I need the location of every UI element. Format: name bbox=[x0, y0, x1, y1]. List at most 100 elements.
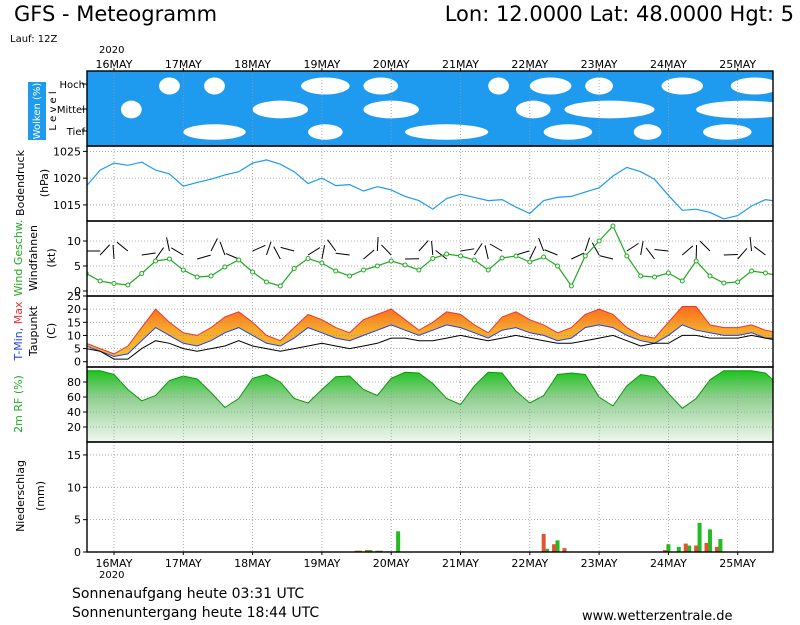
wind-barb bbox=[155, 247, 165, 260]
day-label-top: 16MAY bbox=[96, 58, 133, 71]
wind-speed-point bbox=[222, 264, 228, 270]
wind-barb bbox=[141, 252, 156, 256]
press-ytick-label: 1020 bbox=[53, 172, 81, 185]
wind-speed-point bbox=[277, 283, 283, 289]
wind-barb bbox=[225, 253, 239, 260]
day-label-top: 19MAY bbox=[303, 58, 340, 71]
wind-barb bbox=[737, 248, 748, 260]
cloud-clear-patch bbox=[183, 124, 246, 140]
wind-speed-point bbox=[444, 251, 450, 257]
wind-speed-point bbox=[305, 256, 311, 261]
wind-speed-point bbox=[250, 269, 256, 275]
wind-speed-point bbox=[513, 253, 519, 259]
rh-ytick-label: 40 bbox=[67, 406, 81, 419]
wind-ytick-label: 0 bbox=[74, 285, 81, 298]
precip-bar bbox=[368, 550, 373, 552]
wind-speed-point bbox=[735, 279, 741, 285]
day-label-bottom: 16MAY bbox=[96, 557, 133, 570]
cloud-clear-patch bbox=[363, 100, 419, 119]
wind-barb bbox=[166, 237, 170, 252]
wind-speed-point bbox=[360, 267, 366, 273]
wind-barb bbox=[793, 239, 800, 251]
wind-barb bbox=[645, 247, 655, 260]
day-label-bottom: 17MAY bbox=[165, 557, 202, 570]
wind-barb bbox=[273, 246, 281, 260]
wind-speed-point bbox=[707, 273, 713, 279]
day-label-bottom: 21MAY bbox=[442, 557, 479, 570]
wind-speed-point bbox=[416, 267, 422, 273]
wind-ytick-label: 5 bbox=[74, 260, 81, 273]
wind-speed-point bbox=[624, 253, 630, 259]
cloud-clear-patch bbox=[543, 124, 593, 140]
wind-barb bbox=[280, 246, 295, 252]
wind-barb bbox=[529, 246, 537, 260]
day-label-bottom: 23MAY bbox=[581, 557, 618, 570]
wind-speed-point bbox=[652, 274, 658, 280]
cloud-ylabel: Wolken (%) bbox=[32, 83, 43, 140]
wind-barb bbox=[599, 255, 614, 260]
prec-ytick-label: 0 bbox=[74, 546, 81, 559]
precip-bar bbox=[552, 544, 557, 552]
precip-bar bbox=[683, 543, 688, 552]
wind-barb bbox=[699, 240, 711, 252]
wind-barb bbox=[171, 247, 184, 256]
wind-speed-point bbox=[180, 267, 186, 273]
wind-barb bbox=[779, 257, 793, 259]
wind-barb bbox=[376, 236, 379, 252]
wind-barb bbox=[515, 250, 530, 256]
wind-barb bbox=[327, 239, 337, 252]
cloud-clear-patch bbox=[515, 100, 551, 119]
site-url: www.wetterzentrale.de bbox=[582, 609, 733, 624]
wind-speed-point bbox=[333, 268, 339, 274]
temp-ytick-label: 20 bbox=[67, 303, 81, 316]
day-label-bottom: 25MAY bbox=[719, 557, 756, 570]
year-label-top: 2020 bbox=[99, 45, 125, 56]
wind-barb bbox=[363, 249, 375, 260]
day-label-bottom: 24MAY bbox=[650, 557, 687, 570]
wind-speed-point bbox=[485, 267, 491, 273]
location-info: Lon: 12.0000 Lat: 48.0000 Hgt: 5 bbox=[444, 2, 794, 26]
wind-barb bbox=[640, 241, 644, 256]
wind-barb bbox=[489, 243, 503, 252]
day-label-top: 20MAY bbox=[373, 58, 410, 71]
wind-speed-point bbox=[582, 253, 588, 259]
cloud-clear-patch bbox=[703, 124, 752, 140]
day-label-top: 25MAY bbox=[719, 58, 756, 71]
rh-ytick-label: 60 bbox=[67, 391, 81, 404]
wind-speed-point bbox=[693, 258, 699, 264]
day-label-bottom: 22MAY bbox=[511, 557, 548, 570]
wind-barb bbox=[654, 249, 669, 252]
wind-speed-point bbox=[458, 253, 463, 259]
wind-ylabel3: (kt) bbox=[45, 248, 58, 267]
wind-barb bbox=[99, 244, 111, 256]
wind-barb bbox=[381, 244, 392, 256]
precip-bar bbox=[666, 544, 671, 552]
temp-ylabel-min: T-Min, bbox=[12, 324, 25, 361]
cloud-clear-patch bbox=[696, 100, 773, 119]
rh-ylabel: 2m RF (%) bbox=[12, 375, 25, 433]
wind-barb bbox=[473, 243, 483, 256]
wind-barb bbox=[749, 237, 753, 252]
cloud-level-label: Hoch bbox=[60, 80, 85, 91]
cloud-label-bg bbox=[28, 82, 46, 140]
precip-bar bbox=[714, 546, 719, 552]
prec-frame bbox=[86, 441, 774, 553]
wind-barb bbox=[252, 244, 266, 252]
cloud-clear-patch bbox=[308, 124, 343, 140]
tmax-line bbox=[87, 306, 773, 355]
wind-speed-point bbox=[291, 266, 297, 271]
day-label-bottom: 20MAY bbox=[373, 557, 410, 570]
wind-speed-point bbox=[374, 263, 380, 269]
day-label-bottom: 18MAY bbox=[234, 557, 271, 570]
wind-speed-point bbox=[194, 274, 200, 280]
pressure-line bbox=[87, 159, 773, 220]
wind-speed-point bbox=[263, 279, 269, 285]
cloud-clear-patch bbox=[252, 100, 309, 119]
wind-barb bbox=[335, 252, 350, 256]
prec-ytick-label: 10 bbox=[67, 481, 81, 494]
wind-speed-point bbox=[596, 238, 602, 244]
cloud-ylabel2: L e v e l bbox=[48, 91, 59, 130]
wind-speed-point bbox=[527, 259, 533, 265]
wind-speed-point bbox=[568, 283, 574, 289]
tmin-line bbox=[87, 324, 773, 358]
